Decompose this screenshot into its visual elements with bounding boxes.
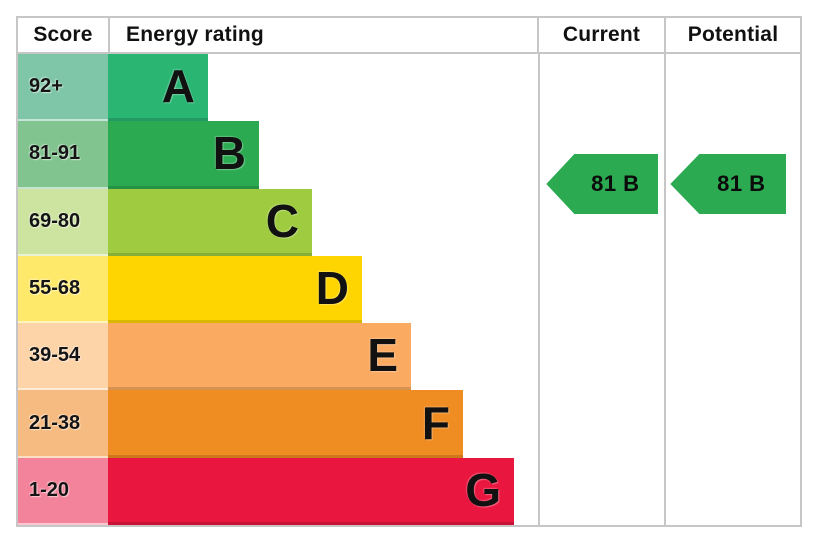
- energy-rating-column-header: Energy rating: [126, 23, 264, 46]
- table-body: 92+ A 81-91 B 69-80 C 55-68 D 39-54 E 21-38 F 1-20 G …: [18, 54, 800, 525]
- rating-bar-g: G: [108, 457, 514, 525]
- potential-column: 81 B: [664, 54, 800, 525]
- band-row-b: 81-91 B: [18, 121, 538, 189]
- rating-bar-a: A: [108, 54, 208, 122]
- score-range-cell: 92+: [18, 54, 108, 122]
- score-range-cell: 1-20: [18, 457, 108, 525]
- band-row-f: 21-38 F: [18, 390, 538, 458]
- score-column-header: Score: [18, 18, 110, 52]
- epc-rating-table: Score Energy rating Current Potential 92…: [16, 16, 802, 527]
- rating-bands: 92+ A 81-91 B 69-80 C 55-68 D 39-54 E 21-38 F 1-20 G: [18, 54, 538, 525]
- current-rating-arrow: 81 B: [546, 154, 659, 214]
- band-row-d: 55-68 D: [18, 255, 538, 324]
- table-header-row: Score Energy rating Current Potential: [18, 18, 800, 54]
- potential-rating-arrow: 81 B: [670, 154, 787, 214]
- band-row-e: 39-54 E: [18, 323, 538, 391]
- rating-bar-d: D: [108, 255, 362, 324]
- potential-column-header: Potential: [664, 18, 800, 52]
- potential-rating-label: 81 B: [717, 171, 766, 196]
- score-range-cell: 69-80: [18, 188, 108, 256]
- current-rating-label: 81 B: [591, 171, 640, 196]
- rating-bar-b: B: [108, 121, 259, 189]
- current-column: 81 B: [537, 54, 665, 525]
- score-range-cell: 81-91: [18, 121, 108, 189]
- rating-bar-c: C: [108, 188, 312, 256]
- score-range-cell: 39-54: [18, 323, 108, 391]
- band-row-a: 92+ A: [18, 54, 538, 122]
- score-range-cell: 21-38: [18, 390, 108, 458]
- score-range-cell: 55-68: [18, 255, 108, 324]
- rating-bar-f: F: [108, 390, 463, 458]
- band-row-c: 69-80 C: [18, 188, 538, 256]
- rating-bar-e: E: [108, 323, 411, 391]
- current-column-header: Current: [537, 18, 664, 52]
- band-row-g: 1-20 G: [18, 457, 538, 525]
